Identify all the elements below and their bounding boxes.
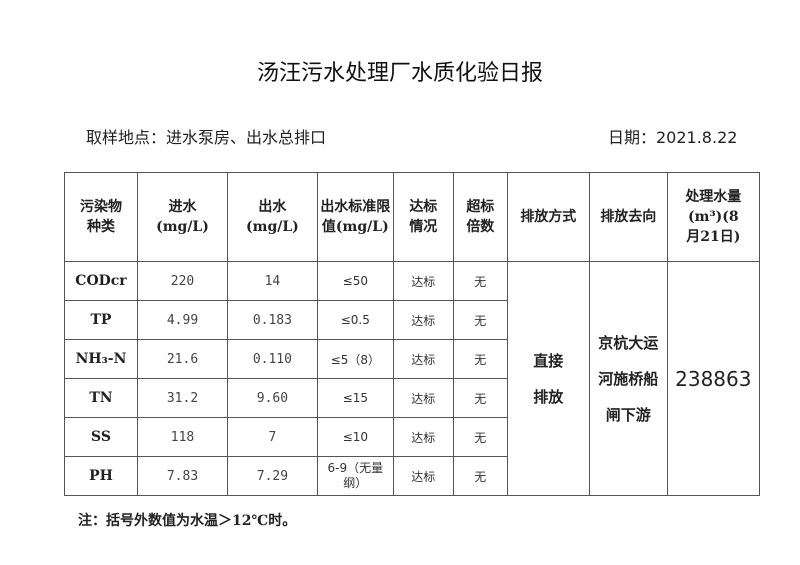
header-status: 达标情况 bbox=[392, 172, 454, 262]
pollutant-name: TN bbox=[64, 378, 138, 418]
excess-value: 无 bbox=[452, 417, 508, 457]
outflow-value: 7 bbox=[227, 417, 318, 457]
outflow-value: 14 bbox=[227, 261, 318, 301]
table-row: TP 4.99 0.183 ≤0.5 达标无 bbox=[64, 300, 760, 340]
pollutant-name: CODcr bbox=[64, 261, 138, 301]
excess-value: 无 bbox=[452, 378, 508, 418]
table-row: CODcr 220 14 ≤50 达标无直接排放 京杭大运河施桥船闸下游 238863 bbox=[64, 261, 760, 496]
excess-value: 无 bbox=[452, 300, 508, 340]
status-value: 达标 bbox=[392, 456, 454, 496]
table-row: TN 31.2 9.60 ≤15 达标无 bbox=[64, 378, 760, 418]
inflow-value: 31.2 bbox=[137, 378, 228, 418]
header-volume: 处理水量(m³)(8月21日) bbox=[666, 172, 760, 262]
report-date: 日期：2021.8.22 bbox=[608, 128, 738, 147]
discharge-destination: 京杭大运河施桥船闸下游 bbox=[588, 261, 668, 496]
inflow-value: 118 bbox=[137, 417, 228, 457]
table-row: NH₃-N 21.6 0.110 ≤5（8） 达标无 bbox=[64, 339, 760, 379]
limit-value: 6-9（无量纲） bbox=[316, 456, 394, 496]
header-pollutant: 污染物种类 bbox=[64, 172, 138, 262]
sampling-site: 取样地点：进水泵房、出水总排口 bbox=[86, 128, 327, 147]
outflow-value: 9.60 bbox=[227, 378, 318, 418]
report-title: 汤汪污水处理厂水质化验日报 bbox=[256, 61, 543, 86]
pollutant-name: NH₃-N bbox=[64, 339, 138, 379]
excess-value: 无 bbox=[452, 456, 508, 496]
header-inflow: 进水(mg/L) bbox=[137, 172, 228, 262]
pollutant-name: SS bbox=[64, 417, 138, 457]
footnote: 注：括号外数值为水温＞12℃时。 bbox=[78, 513, 297, 529]
excess-value: 无 bbox=[452, 339, 508, 379]
water-quality-table: 污染物种类 进水(mg/L) 出水(mg/L) 出水标准限值(mg/L) 达标情… bbox=[64, 172, 760, 496]
header-excess: 超标倍数 bbox=[452, 172, 508, 262]
status-value: 达标 bbox=[392, 378, 454, 418]
inflow-value: 220 bbox=[137, 261, 228, 301]
header-limit: 出水标准限值(mg/L) bbox=[316, 172, 394, 262]
limit-value: ≤5（8） bbox=[316, 339, 394, 379]
outflow-value: 0.183 bbox=[227, 300, 318, 340]
outflow-value: 0.110 bbox=[227, 339, 318, 379]
limit-value: ≤50 bbox=[316, 261, 394, 301]
header-outflow: 出水(mg/L) bbox=[227, 172, 318, 262]
pollutant-name: TP bbox=[64, 300, 138, 340]
table-row: SS 118 7 ≤10 达标无 bbox=[64, 417, 760, 457]
status-value: 达标 bbox=[392, 339, 454, 379]
table-row: PH 7.83 7.29 6-9（无量纲） 达标无 bbox=[64, 456, 760, 496]
inflow-value: 4.99 bbox=[137, 300, 228, 340]
limit-value: ≤0.5 bbox=[316, 300, 394, 340]
outflow-value: 7.29 bbox=[227, 456, 318, 496]
treated-volume: 238863 bbox=[666, 261, 760, 496]
inflow-value: 21.6 bbox=[137, 339, 228, 379]
status-value: 达标 bbox=[392, 261, 454, 301]
pollutant-name: PH bbox=[64, 456, 138, 496]
discharge-method: 直接排放 bbox=[506, 261, 590, 496]
header-destination: 排放去向 bbox=[588, 172, 668, 262]
excess-value: 无 bbox=[452, 261, 508, 301]
header-method: 排放方式 bbox=[506, 172, 590, 262]
inflow-value: 7.83 bbox=[137, 456, 228, 496]
status-value: 达标 bbox=[392, 417, 454, 457]
limit-value: ≤15 bbox=[316, 378, 394, 418]
limit-value: ≤10 bbox=[316, 417, 394, 457]
header-row: 污染物种类 进水(mg/L) 出水(mg/L) 出水标准限值(mg/L) 达标情… bbox=[64, 172, 760, 262]
status-value: 达标 bbox=[392, 300, 454, 340]
